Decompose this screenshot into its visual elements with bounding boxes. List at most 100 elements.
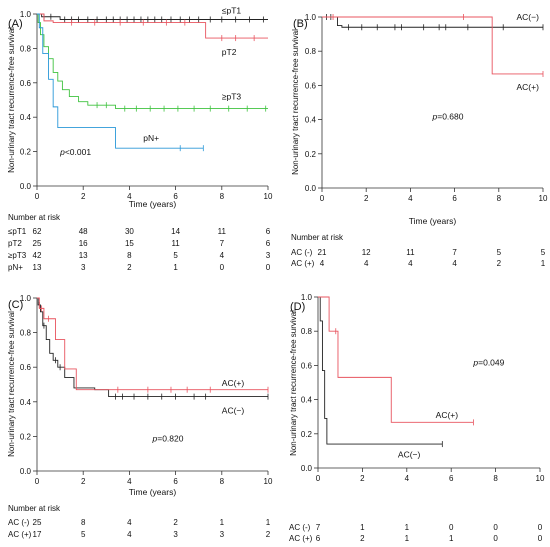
x-axis-title: Time (years): [409, 216, 457, 226]
risk-value: 6: [266, 227, 271, 236]
risk-value: 4: [364, 259, 369, 268]
curve-label: ≥pT3: [222, 92, 242, 102]
km-panel-3: (C) 0.0 0.2 0.4 0.6 0.8 1.0 0 2 4 6 8 10 Time (years)…: [7, 294, 273, 539]
risk-value: 0: [538, 534, 543, 543]
survival-curve: [37, 297, 268, 398]
risk-value: 1: [405, 534, 410, 543]
risk-row-label: AC (-): [291, 248, 313, 257]
risk-row-label: AC (-): [8, 518, 30, 527]
risk-table-title: Number at risk: [8, 504, 61, 513]
risk-value: 1: [449, 534, 454, 543]
risk-value: 48: [79, 227, 88, 236]
x-tick-label: 10: [264, 477, 273, 486]
risk-value: 4: [320, 259, 325, 268]
risk-value: 14: [171, 227, 180, 236]
risk-value: 0: [266, 263, 271, 272]
risk-value: 13: [33, 263, 42, 272]
panel-letter: (C): [8, 299, 23, 311]
risk-table-title: Number at risk: [8, 213, 61, 222]
risk-value: 3: [220, 530, 225, 539]
survival-curve: [37, 13, 204, 149]
x-tick-label: 8: [220, 477, 225, 486]
x-tick-label: 0: [316, 474, 321, 483]
x-axis-title: Time (years): [129, 199, 177, 209]
p-value: p=0.820: [152, 434, 184, 444]
risk-row-label: ≤pT1: [8, 227, 27, 236]
y-tick-label: 0.6: [20, 79, 32, 88]
survival-curve: [37, 13, 268, 39]
risk-value: 8: [81, 518, 86, 527]
survival-curve: [37, 297, 268, 391]
y-axis-title: Non-urinary tract recurrence-free surviv…: [289, 310, 298, 456]
y-tick-label: 0.8: [301, 327, 313, 336]
risk-value: 15: [125, 239, 134, 248]
x-tick-label: 6: [173, 477, 178, 486]
risk-value: 0: [538, 523, 543, 532]
risk-value: 1: [266, 518, 271, 527]
risk-value: 2: [360, 534, 365, 543]
survival-curve: [37, 13, 268, 110]
risk-value: 3: [173, 530, 178, 539]
risk-row-label: AC (+): [289, 534, 313, 543]
y-tick-label: 0.6: [20, 363, 32, 372]
km-panel-4: (D)0.00.20.40.60.81.00 2 4 6 8 10Non-urinary …: [289, 293, 545, 543]
x-tick-label: 10: [264, 192, 273, 201]
risk-value: 1: [405, 523, 410, 532]
y-tick-label: 0.0: [305, 184, 317, 193]
curve-label: AC(+): [222, 378, 245, 388]
risk-value: 0: [449, 523, 454, 532]
risk-value: 21: [318, 248, 327, 257]
risk-row-label: AC (-): [289, 523, 311, 532]
y-tick-label: 0.6: [305, 81, 317, 90]
risk-value: 62: [33, 227, 42, 236]
y-tick-label: 0.0: [301, 464, 313, 473]
y-tick-label: 0.8: [20, 44, 32, 53]
risk-value: 1: [360, 523, 365, 532]
y-tick-label: 0.2: [20, 148, 32, 157]
y-tick-label: 0.8: [20, 329, 32, 338]
survival-curve: [318, 296, 474, 423]
risk-value: 7: [220, 239, 225, 248]
y-axis-title: Non-urinary tract recurrence-free surviv…: [291, 29, 300, 175]
risk-row-label: AC (+): [8, 530, 32, 539]
risk-value: 5: [541, 248, 546, 257]
risk-value: 5: [81, 530, 86, 539]
y-tick-label: 0.2: [305, 150, 317, 159]
panel-letter: (A): [8, 18, 23, 30]
p-value: p=0.680: [432, 112, 464, 122]
risk-value: 6: [316, 534, 321, 543]
x-tick-label: 2: [81, 192, 86, 201]
x-tick-label: 6: [449, 474, 454, 483]
p-value: p=0.049: [472, 357, 504, 367]
y-tick-label: 0.4: [301, 396, 313, 405]
curve-label: AC(−): [516, 12, 539, 22]
risk-value: 2: [173, 518, 178, 527]
risk-value: 4: [452, 259, 457, 268]
y-tick-label: 0.0: [20, 467, 32, 476]
y-tick-label: 0.8: [305, 47, 317, 56]
x-tick-label: 8: [220, 192, 225, 201]
km-panel-2: (B) 0.0 0.2 0.4 0.6 0.8 1.0 0 2 4 6 8 10 Time (years)…: [291, 12, 548, 268]
risk-value: 2: [266, 530, 271, 539]
x-tick-label: 8: [493, 474, 498, 483]
risk-row-label: pN+: [8, 263, 23, 272]
x-tick-label: 2: [81, 477, 86, 486]
risk-value: 4: [127, 530, 132, 539]
x-tick-label: 10: [539, 194, 548, 203]
x-tick-label: 4: [127, 192, 132, 201]
risk-value: 1: [220, 518, 225, 527]
risk-value: 1: [541, 259, 546, 268]
x-tick-label: 4: [408, 194, 413, 203]
y-tick-label: 1.0: [20, 10, 32, 19]
x-tick-label: 0: [35, 192, 40, 201]
risk-value: 12: [362, 248, 371, 257]
x-axis-title: Time (years): [129, 487, 177, 497]
risk-value: 30: [125, 227, 134, 236]
y-tick-label: 0.6: [301, 361, 313, 370]
curve-label: AC(−): [398, 449, 421, 459]
risk-value: 7: [452, 248, 457, 257]
risk-value: 42: [33, 251, 42, 260]
curve-label: AC(+): [516, 82, 539, 92]
risk-value: 0: [493, 534, 498, 543]
